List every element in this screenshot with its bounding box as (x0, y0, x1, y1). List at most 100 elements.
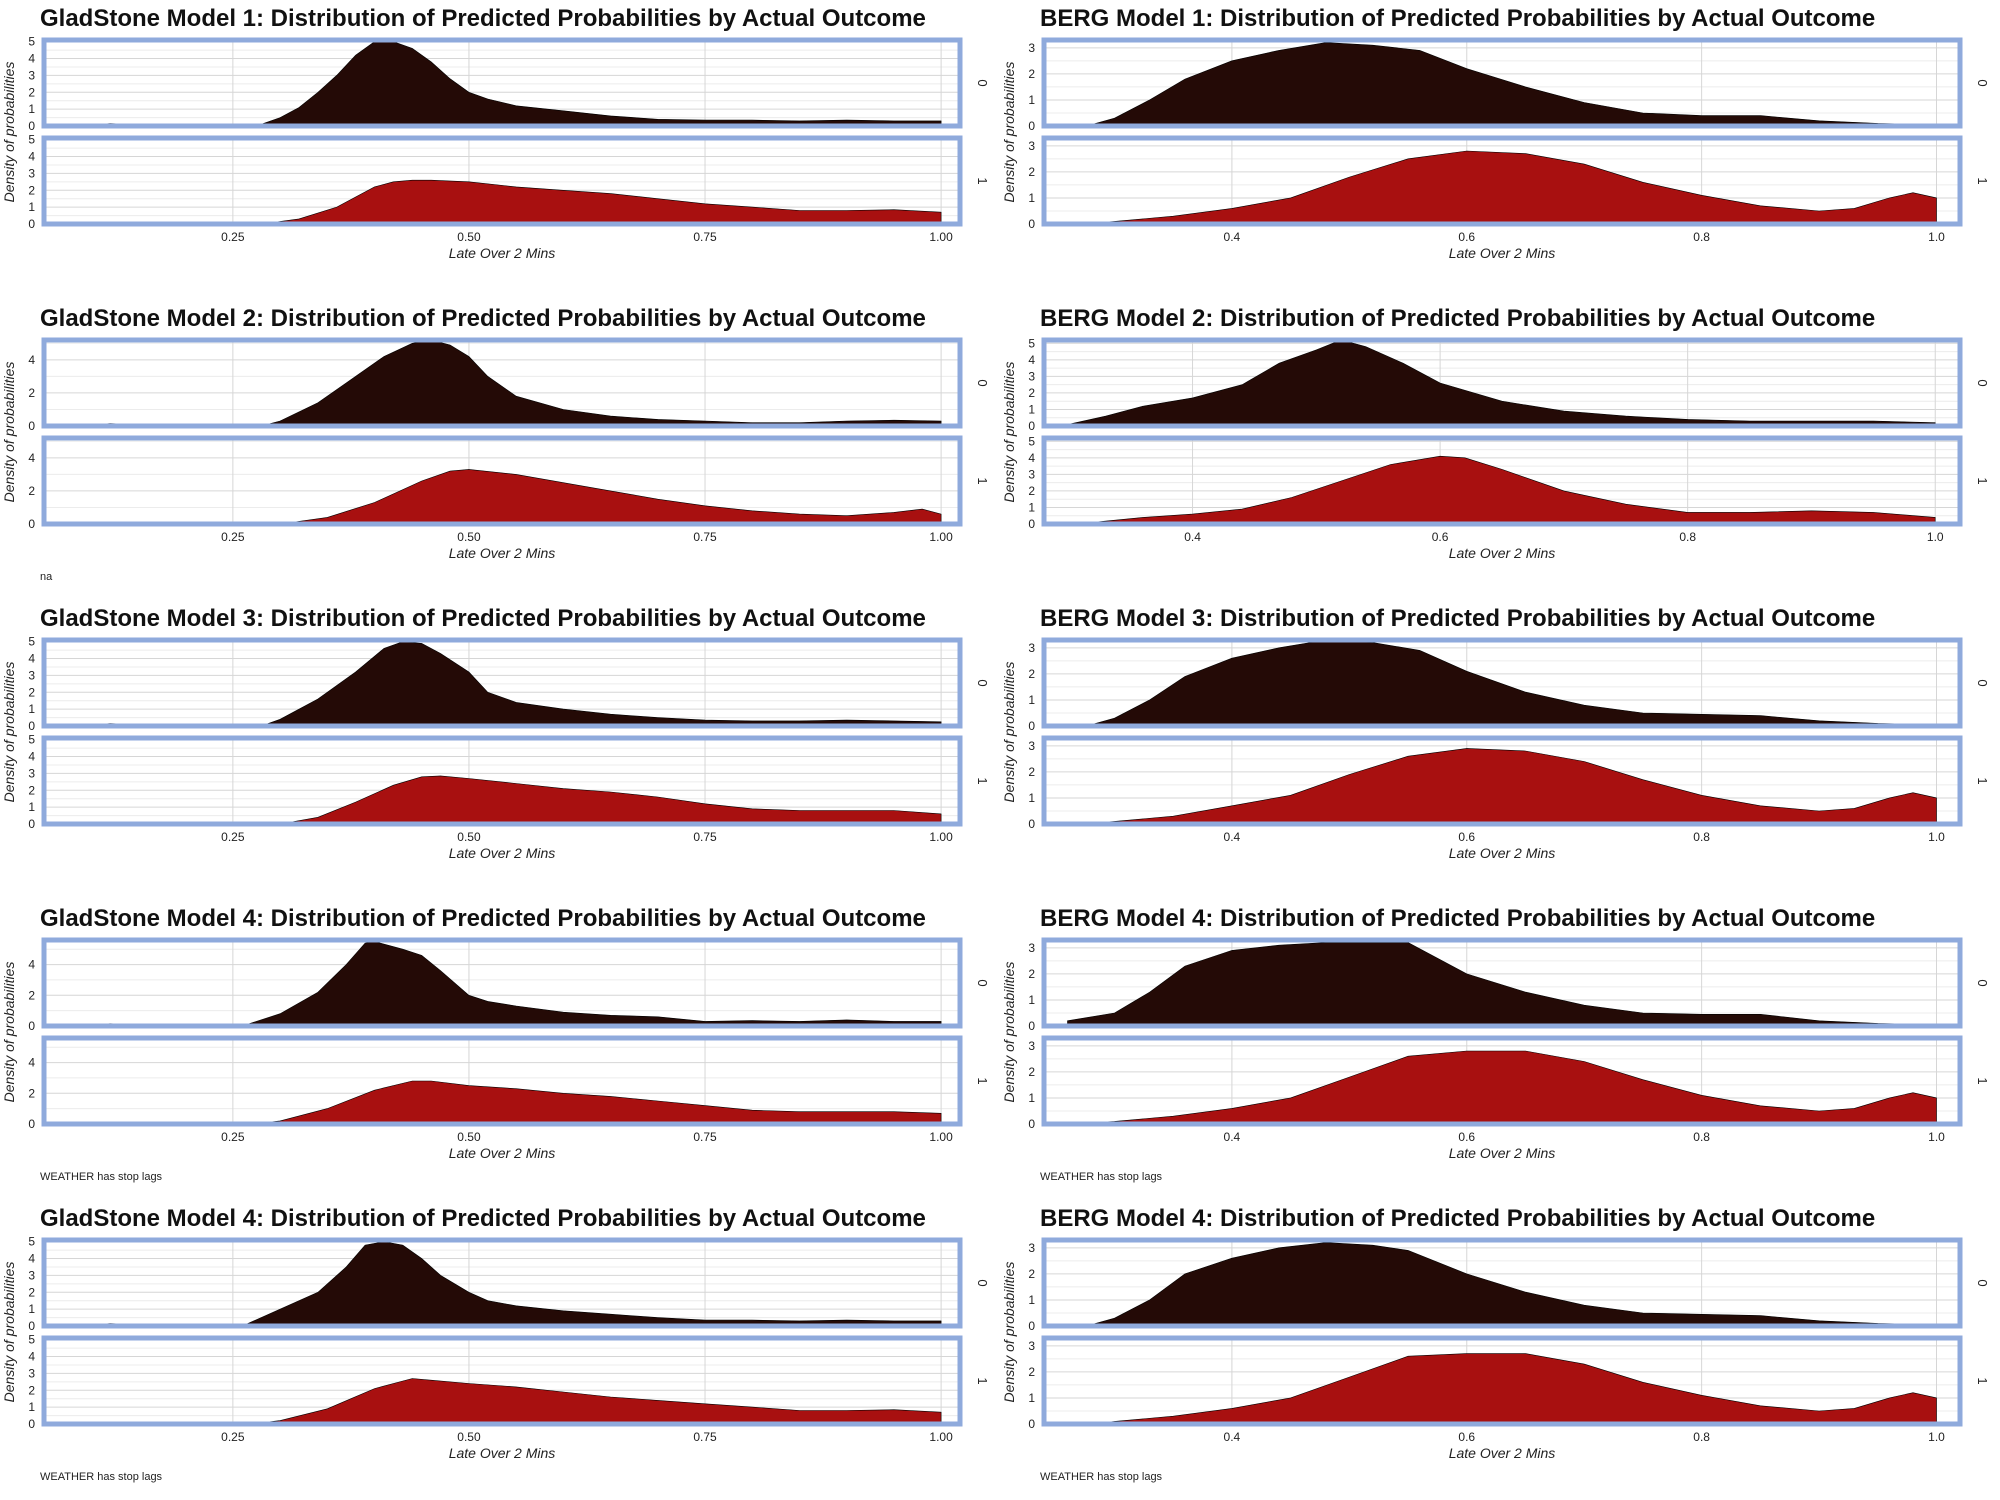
y-tick-label: 2 (1028, 765, 1035, 779)
y-axis-label: Density of probabilities (1, 1262, 17, 1403)
y-tick-label: 2 (28, 685, 35, 699)
x-axis-label: Late Over 2 Mins (1449, 545, 1556, 561)
facet-panel-1: 0 2 4 1 (28, 435, 990, 531)
facet-strip-label: 0 (1975, 679, 1990, 686)
facet-strip-label: 0 (975, 679, 990, 686)
y-tick-label: 2 (1028, 1365, 1035, 1379)
facet-strip-label: 1 (975, 477, 990, 484)
y-tick-label: 1 (28, 800, 35, 814)
panel-border (1041, 337, 1963, 429)
chart-6: BERG Model 3: Distribution of Predicted … (1001, 605, 1990, 861)
facet-panel-1: 0 1 2 3 1 (1028, 1335, 1990, 1431)
y-axis-label: Density of probabilities (1001, 962, 1017, 1103)
x-axis-label: Late Over 2 Mins (449, 245, 556, 261)
x-tick-label: 1.00 (929, 830, 953, 844)
y-tick-label: 2 (1028, 386, 1035, 400)
facet-strip-label: 1 (975, 177, 990, 184)
x-tick-label: 0.75 (693, 830, 717, 844)
y-tick-label: 1 (1028, 402, 1035, 416)
x-tick-label: 0.25 (221, 830, 245, 844)
chart-title: BERG Model 2: Distribution of Predicted … (1040, 305, 1875, 332)
panel-border (41, 1335, 963, 1427)
y-tick-label: 1 (1028, 500, 1035, 514)
y-tick-label: 1 (1028, 993, 1035, 1007)
footnote-text: na (40, 571, 53, 583)
facet-panel-1: 0 1 2 3 1 (1028, 735, 1990, 831)
footnote-text: WEATHER has stop lags (1040, 1171, 1163, 1183)
x-tick-label: 0.6 (1458, 1130, 1475, 1144)
x-tick-label: 0.50 (457, 530, 481, 544)
facet-panel-1: 0 1 2 3 4 5 1 (28, 733, 990, 831)
panel-border (1041, 637, 1963, 729)
facet-strip-label: 0 (1975, 979, 1990, 986)
y-tick-label: 2 (28, 1383, 35, 1397)
chart-10: BERG Model 4: Distribution of Predicted … (1001, 1205, 1990, 1483)
y-tick-label: 4 (28, 150, 35, 164)
panel-border (41, 37, 963, 129)
panel-border (41, 435, 963, 527)
y-tick-label: 0 (28, 217, 35, 231)
x-tick-label: 1.00 (929, 1430, 953, 1444)
y-tick-label: 1 (28, 1302, 35, 1316)
density-area-outcome-1 (1090, 1353, 1937, 1425)
x-tick-label: 0.8 (1693, 830, 1710, 844)
x-tick-label: 0.4 (1224, 1430, 1241, 1444)
facet-strip-label: 1 (1975, 177, 1990, 184)
facet-panel-0: 0 2 4 0 (28, 337, 990, 433)
y-tick-label: 2 (1028, 165, 1035, 179)
y-tick-label: 3 (1028, 369, 1035, 383)
y-tick-label: 3 (28, 1366, 35, 1380)
y-tick-label: 2 (28, 85, 35, 99)
y-tick-label: 0 (1028, 217, 1035, 231)
x-tick-label: 0.6 (1458, 1430, 1475, 1444)
y-tick-label: 5 (28, 733, 35, 747)
y-axis-label: Density of probabilities (1001, 62, 1017, 203)
y-tick-label: 2 (1028, 67, 1035, 81)
density-area-outcome-0 (1068, 339, 1936, 427)
y-axis-label: Density of probabilities (1001, 1262, 1017, 1403)
x-tick-label: 0.6 (1458, 230, 1475, 244)
facet-panel-0: 0 1 2 3 0 (1028, 937, 1990, 1033)
chart-title: BERG Model 1: Distribution of Predicted … (1040, 5, 1875, 32)
x-tick-label: 0.8 (1693, 1130, 1710, 1144)
density-area-outcome-1 (261, 179, 942, 225)
facet-panel-0: 0 1 2 3 0 (1028, 37, 1990, 133)
x-tick-label: 0.4 (1184, 530, 1201, 544)
y-tick-label: 1 (28, 1400, 35, 1414)
facet-strip-label: 1 (975, 1377, 990, 1384)
x-tick-label: 0.50 (457, 830, 481, 844)
panel-border (41, 337, 963, 429)
x-axis-label: Late Over 2 Mins (1449, 245, 1556, 261)
y-tick-label: 1 (1028, 1293, 1035, 1307)
y-tick-label: 0 (28, 119, 35, 133)
facet-strip-label: 0 (975, 79, 990, 86)
density-area-outcome-1 (280, 469, 942, 525)
x-tick-label: 1.00 (929, 230, 953, 244)
chart-title: GladStone Model 1: Distribution of Predi… (40, 5, 926, 32)
y-axis-label: Density of probabilities (1, 662, 17, 803)
facet-strip-label: 0 (975, 1279, 990, 1286)
y-tick-label: 5 (28, 35, 35, 49)
facet-panel-1: 0 1 2 3 1 (1028, 135, 1990, 231)
y-tick-label: 1 (28, 702, 35, 716)
y-tick-label: 4 (28, 958, 35, 972)
y-axis-label: Density of probabilities (1, 362, 17, 503)
chart-title: BERG Model 3: Distribution of Predicted … (1040, 605, 1875, 632)
density-area-outcome-0 (1067, 942, 1937, 1027)
y-tick-label: 1 (1028, 791, 1035, 805)
facet-panel-0: 0 1 2 3 4 5 0 (28, 1235, 990, 1333)
density-area-outcome-0 (1090, 1242, 1937, 1327)
density-area-outcome-0 (1090, 42, 1937, 127)
y-tick-label: 0 (1028, 719, 1035, 733)
y-tick-label: 4 (28, 652, 35, 666)
y-axis-label: Density of probabilities (1001, 662, 1017, 803)
facet-strip-label: 0 (1975, 1279, 1990, 1286)
x-axis-label: Late Over 2 Mins (1449, 845, 1556, 861)
y-tick-label: 3 (1028, 41, 1035, 55)
x-tick-label: 1.0 (1928, 1430, 1945, 1444)
y-tick-label: 0 (1028, 419, 1035, 433)
panel-border (1041, 135, 1963, 227)
x-tick-label: 0.25 (221, 530, 245, 544)
panel-border (41, 135, 963, 227)
